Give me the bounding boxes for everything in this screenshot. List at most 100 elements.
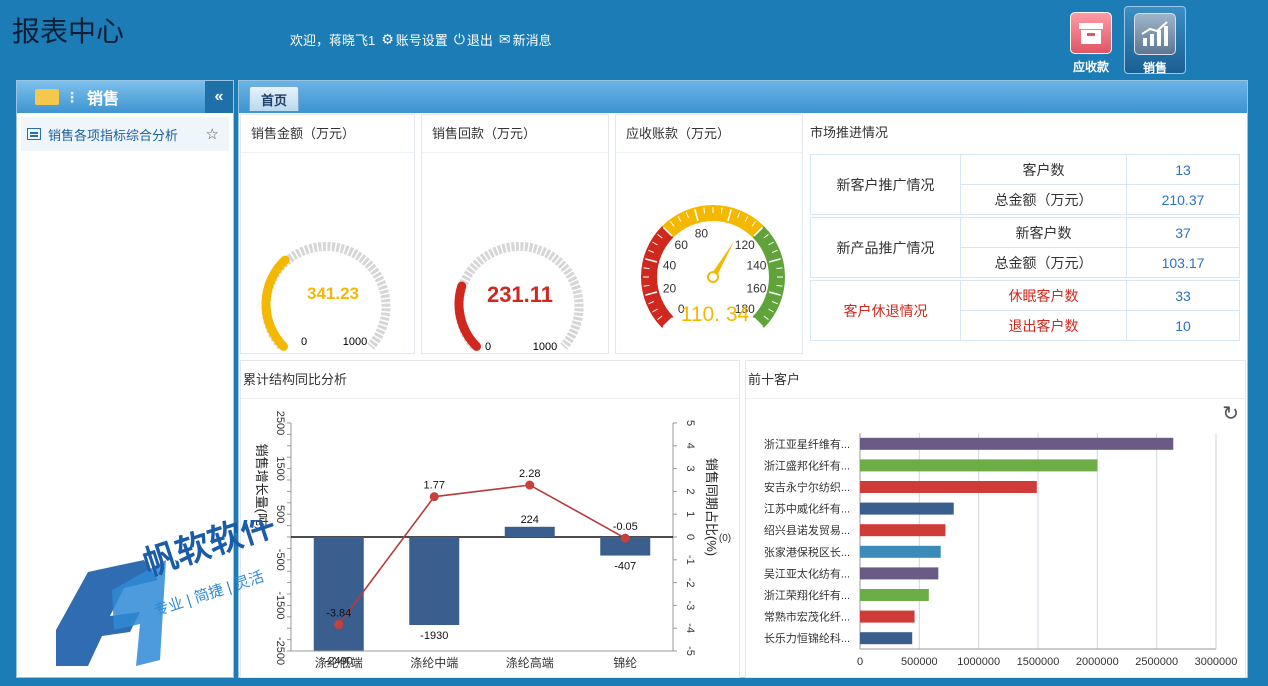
speedo-tick-label: 60 bbox=[675, 238, 689, 252]
speedo-tick bbox=[776, 284, 783, 287]
row-label: 休眠客户数 bbox=[960, 280, 1127, 311]
y2-tick-label: -2 bbox=[684, 578, 696, 588]
speedo-tick bbox=[657, 315, 663, 321]
x-tick-label: 锦纶 bbox=[613, 656, 637, 670]
y-tick-label: 500 bbox=[274, 505, 286, 523]
report-list-icon bbox=[27, 128, 41, 140]
tab-home[interactable]: 首页 bbox=[249, 86, 299, 111]
x-tick-label: 3000000 bbox=[1195, 656, 1238, 668]
sidebar-item-sales-analysis[interactable]: 销售各项指标综合分析 ☆ bbox=[21, 117, 229, 151]
speedo-tick bbox=[645, 291, 658, 296]
receivables-panel: 应收账款（万元） 0 20 40 60 80 120 140 160 180 110. 34 bbox=[615, 114, 803, 354]
y-tick-label: 浙江荣翔化纤有... bbox=[764, 588, 850, 602]
ratio-line bbox=[338, 484, 626, 626]
bar bbox=[313, 537, 364, 651]
account-settings-link[interactable]: ⚙ 账号设置 bbox=[381, 30, 448, 49]
sales-collection-panel: 销售回款（万元） 231.11 0 1000 bbox=[421, 114, 609, 354]
new-message-link[interactable]: ✉ 新消息 bbox=[499, 30, 552, 49]
y-tick-label: 长乐力恒锦纶科... bbox=[764, 631, 850, 645]
speedo-tick bbox=[652, 308, 658, 313]
speedo-tick-label: 180 bbox=[735, 302, 755, 316]
power-icon: ⏻ bbox=[453, 31, 465, 47]
panel-title: 销售金额（万元） bbox=[241, 115, 414, 153]
new-message-label: 新消息 bbox=[512, 33, 552, 48]
row-value: 37 bbox=[1126, 217, 1240, 248]
gear-icon: ⚙ bbox=[381, 31, 394, 47]
favorite-star-icon[interactable]: ☆ bbox=[205, 126, 219, 143]
speedo-tick bbox=[662, 317, 673, 328]
bar bbox=[600, 537, 651, 556]
y2-tick-label: 0 bbox=[684, 534, 696, 540]
y-tick-label: -2500 bbox=[274, 637, 286, 665]
group-label: 客户休退情况 bbox=[810, 280, 961, 341]
x-tick-label: 涤纶中端 bbox=[410, 655, 458, 670]
table-row: 新产品推广情况 新客户数 37 bbox=[810, 217, 1240, 278]
top-customers-panel: 前十客户 ↻ 0 500000 1000000 1500000 2000000 25000… bbox=[745, 360, 1246, 678]
gauge-value: 110. 34 bbox=[681, 303, 750, 326]
line-data-label: -0.05 bbox=[613, 521, 638, 533]
speedo-tick bbox=[720, 207, 723, 214]
speedo-tick bbox=[685, 212, 689, 219]
row-value: 103.17 bbox=[1126, 247, 1240, 278]
logout-label: 退出 bbox=[466, 33, 493, 48]
bar bbox=[860, 589, 929, 601]
speedo-tick bbox=[703, 207, 706, 214]
y-tick-label: -1500 bbox=[274, 591, 286, 619]
x-tick-label: 2000000 bbox=[1076, 656, 1119, 668]
receivables-speedometer: 020 40 60 80 120 140 160 180 110. 34 bbox=[641, 205, 785, 328]
bar-data-label: -2490 bbox=[325, 656, 353, 668]
receivable-app-label: 应收款 bbox=[1072, 60, 1109, 74]
refresh-icon[interactable]: ↻ bbox=[1222, 403, 1239, 425]
speedo-tick bbox=[643, 267, 650, 270]
y-tick-label: -500 bbox=[274, 549, 286, 571]
y-tick-label: 常熟市宏茂化纤... bbox=[764, 610, 850, 624]
speedo-tick bbox=[669, 221, 675, 227]
receivable-app-button[interactable]: 应收款 bbox=[1060, 6, 1122, 74]
welcome-text: 欢迎，蒋晓飞1 bbox=[290, 33, 376, 48]
cash-box-icon bbox=[1070, 12, 1112, 54]
speedo-tick bbox=[771, 249, 778, 253]
speedo-tick bbox=[694, 209, 699, 222]
bar bbox=[860, 567, 939, 580]
ratio-point bbox=[334, 620, 344, 630]
panel-title: 应收账款（万元） bbox=[616, 115, 802, 153]
table-row: 退出客户数 10 bbox=[811, 310, 1240, 341]
bar bbox=[504, 526, 555, 537]
speedo-needle bbox=[710, 240, 735, 279]
logout-link[interactable]: ⏻ 退出 bbox=[454, 30, 493, 49]
gauge-min-label: 0 bbox=[485, 341, 491, 353]
sales-collection-gauge: 231.11 0 1000 bbox=[454, 242, 584, 353]
row-value: 210.37 bbox=[1126, 184, 1240, 215]
gauge-min-label: 0 bbox=[301, 336, 307, 348]
speedo-tick bbox=[753, 226, 764, 237]
table-row: 新客户推广情况 客户数 13 bbox=[810, 154, 1240, 215]
y2-tick-label: 4 bbox=[684, 443, 696, 449]
app-title: 报表中心 bbox=[12, 15, 125, 48]
y2-tick-label: 1 bbox=[684, 511, 696, 517]
folder-icon bbox=[35, 89, 59, 105]
bar bbox=[409, 537, 460, 626]
speedo-green-band bbox=[752, 226, 785, 328]
x-tick-label: 1500000 bbox=[1017, 656, 1060, 668]
collapse-sidebar-button[interactable]: « bbox=[205, 81, 233, 113]
bar bbox=[860, 524, 946, 537]
panel-title: 累计结构同比分析 bbox=[241, 361, 739, 399]
gauge-max-label: 1000 bbox=[343, 336, 367, 348]
gauge-value: 231.11 bbox=[487, 282, 553, 307]
bar-data-label: 224 bbox=[521, 514, 539, 526]
sales-app-button[interactable]: 销售 bbox=[1124, 6, 1186, 75]
row-label: 总金额（万元） bbox=[960, 247, 1127, 278]
ratio-point bbox=[525, 480, 535, 490]
speedo-tick bbox=[648, 301, 655, 305]
row-label: 退出客户数 bbox=[960, 310, 1127, 341]
table-row: 总金额（万元） 210.37 bbox=[811, 184, 1240, 215]
speedo-tick bbox=[751, 221, 757, 227]
panel-title: 销售回款（万元） bbox=[422, 115, 608, 153]
bar bbox=[860, 545, 941, 558]
table-row: 总金额（万元） 103.17 bbox=[811, 247, 1240, 278]
speedo-hub bbox=[707, 271, 719, 283]
gauge-max-label: 1000 bbox=[533, 341, 557, 353]
y-axis-title: 销售增长量(吨) bbox=[254, 444, 269, 531]
y2-tick-label: -3 bbox=[684, 601, 696, 611]
bar bbox=[860, 437, 1174, 450]
